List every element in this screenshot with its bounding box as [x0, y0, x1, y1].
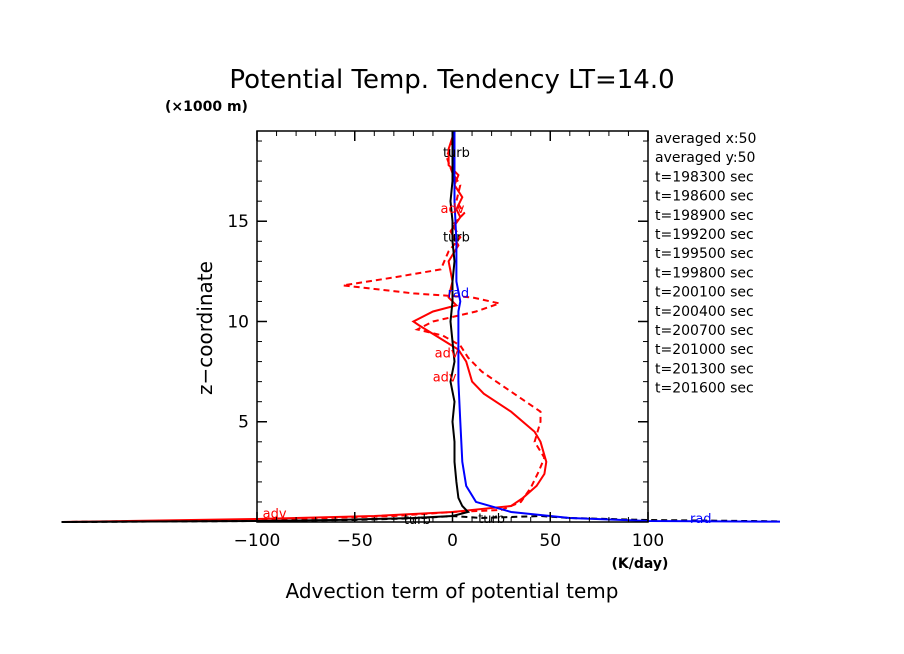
curve-label-rad-8: rad: [448, 286, 470, 301]
info-line: t=198900 sec: [655, 208, 754, 224]
info-line: t=201600 sec: [655, 381, 754, 397]
y-tick-label: 10: [227, 312, 249, 332]
curve-label-adv-2: adv: [433, 371, 457, 386]
info-line: t=200400 sec: [655, 304, 754, 320]
x-tick-label: −50: [337, 531, 373, 551]
curve-label-turb-4: turb: [443, 146, 470, 161]
x-tick-label: 50: [539, 531, 561, 551]
curve-label-turb-6: turb: [404, 513, 431, 528]
info-line: t=201300 sec: [655, 361, 754, 377]
info-line: t=198300 sec: [655, 169, 754, 185]
info-line: t=201000 sec: [655, 342, 754, 358]
series-adv-dashed-1: [61, 140, 546, 523]
curve-label-adv-0: adv: [263, 507, 287, 522]
y-tick-label: 5: [238, 413, 249, 433]
series-adv-solid-0: [61, 136, 548, 523]
y-tick-label: 15: [227, 212, 249, 232]
curve-label-adv-1: adv: [435, 347, 459, 362]
info-line: averaged x:50: [655, 131, 756, 147]
info-line: t=199500 sec: [655, 246, 754, 262]
x-tick-label: 0: [447, 531, 458, 551]
info-line: t=198600 sec: [655, 189, 754, 205]
series-layer: [61, 131, 780, 523]
series-rad-solid-4: [453, 131, 780, 523]
info-line: t=199800 sec: [655, 265, 754, 281]
y-axis-unit: (×1000 m): [165, 99, 248, 115]
y-axis-label: z−coordinate: [193, 261, 217, 395]
info-text-block: averaged x:50 averaged y:50 t=198300 sec t=…: [655, 131, 756, 397]
info-line: t=200100 sec: [655, 285, 754, 301]
x-tick-label: 100: [632, 531, 664, 551]
series-turb-solid-2: [61, 131, 471, 523]
x-tick-label: −100: [234, 531, 281, 551]
x-axis-unit: (K/day): [612, 556, 669, 572]
info-line: t=199200 sec: [655, 227, 754, 243]
chart-title: Potential Temp. Tendency LT=14.0: [229, 65, 674, 95]
curve-label-rad-9: rad: [690, 512, 712, 527]
info-line: averaged y:50: [655, 150, 755, 166]
tick-layer: −100 −50 0 50 100 5 10 15: [227, 131, 664, 551]
x-axis-label: Advection term of potential temp: [286, 579, 619, 603]
curve-label-turb-5: turb: [443, 230, 470, 245]
info-line: t=200700 sec: [655, 323, 754, 339]
curve-label-adv-3: adv: [441, 202, 465, 217]
series-turb-dashed-3: [61, 514, 780, 523]
